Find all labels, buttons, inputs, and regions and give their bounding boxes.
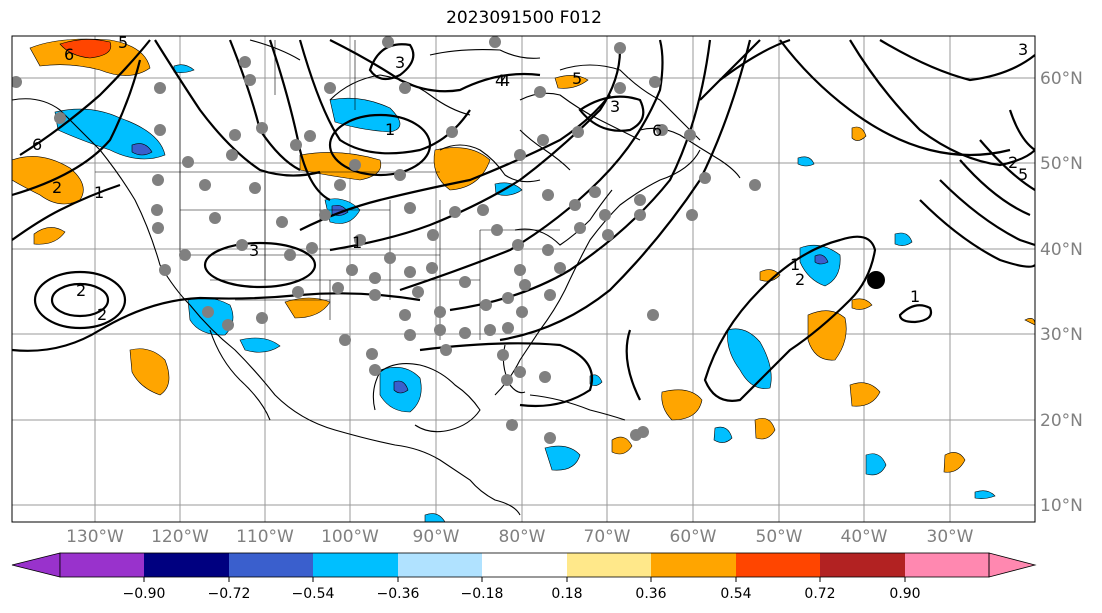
colorbar-segment (905, 553, 989, 577)
colorbar-frame (59, 552, 990, 578)
colorbar-segment (398, 553, 482, 577)
contour-label: 4 (495, 71, 505, 90)
contour-label: 3 (395, 53, 405, 72)
colorbar-segment (482, 553, 567, 577)
contour-label: 2 (52, 178, 62, 197)
contour-labels: 6 5 4 3 2 1 6 3 2 1 2 3 1 2 4 5 3 6 5 2 … (32, 33, 1028, 324)
contour-label: 1 (910, 287, 920, 306)
contour-label: 3 (249, 241, 259, 260)
contour-label: 5 (118, 33, 128, 52)
colorbar-segment (736, 553, 820, 577)
lon-label-90w: 90°W (413, 527, 460, 547)
colorbar-tick-label: 0.54 (720, 586, 751, 602)
colorbar-segment (60, 553, 144, 577)
contour-label: 6 (32, 135, 42, 154)
colorbar-segment (567, 553, 651, 577)
colorbar-tick-label: −0.90 (123, 586, 166, 602)
map-title: 2023091500 F012 (446, 8, 602, 28)
lon-label-30w: 30°W (927, 527, 974, 547)
lon-label-60w: 60°W (670, 527, 717, 547)
contour-label: 4 (500, 71, 510, 90)
contour-label: 5 (1018, 165, 1028, 184)
contour-label: 1 (790, 255, 800, 274)
negative-shading (54, 64, 996, 522)
lon-label-70w: 70°W (584, 527, 631, 547)
contour-label: 1 (352, 233, 362, 252)
lat-label-50n: 50°N (1040, 154, 1083, 174)
lon-label-130w: 130°W (66, 527, 124, 547)
contour-label: 3 (1018, 40, 1028, 59)
lat-label-60n: 60°N (1040, 69, 1083, 89)
map-frame (11, 35, 1036, 523)
colorbar-segment (229, 553, 313, 577)
colorbar-tick-label: −0.54 (292, 586, 335, 602)
colorbar-segment (651, 553, 736, 577)
lon-label-40w: 40°W (841, 527, 888, 547)
latitude-labels: 60°N 50°N 40°N 30°N 20°N 10°N (1040, 69, 1083, 516)
colorbar-tick-label: −0.18 (461, 586, 504, 602)
colorbar-tick-label: 0.18 (551, 586, 582, 602)
contour-label: 2 (795, 270, 805, 289)
contour-label: 2 (97, 305, 107, 324)
colorbar-tick-label: −0.72 (208, 586, 251, 602)
colorbar-segment (313, 553, 398, 577)
colorbar-min-extension (11, 552, 61, 578)
colorbar-tick-label: 0.72 (804, 586, 835, 602)
lon-label-100w: 100°W (321, 527, 379, 547)
lon-label-50w: 50°W (756, 527, 803, 547)
contour-label: 6 (64, 45, 74, 64)
contour-label: 6 (652, 121, 662, 140)
station-dots (12, 36, 761, 444)
contour-label: 2 (1008, 153, 1018, 172)
lat-label-40n: 40°N (1040, 240, 1083, 260)
lon-label-110w: 110°W (236, 527, 294, 547)
longitude-labels: 130°W 120°W 110°W 100°W 90°W 80°W 70°W 6… (66, 527, 974, 547)
contour-label: 5 (572, 69, 582, 88)
storm-center-marker (867, 271, 885, 289)
contour-label: 2 (76, 281, 86, 300)
colorbar-tick-label: 0.90 (889, 586, 920, 602)
contour-label: 1 (94, 183, 104, 202)
lon-label-80w: 80°W (499, 527, 546, 547)
lat-label-20n: 20°N (1040, 411, 1083, 431)
lon-label-120w: 120°W (151, 527, 209, 547)
colorbar-tick-label: 0.36 (635, 586, 666, 602)
contour-label: 1 (385, 120, 395, 139)
lat-label-30n: 30°N (1040, 325, 1083, 345)
colorbar-segment (820, 553, 905, 577)
colorbar: −0.90 −0.72 −0.54 −0.36 −0.18 0.18 0.36 … (11, 552, 1037, 602)
colorbar-tick-label: −0.36 (377, 586, 420, 602)
contour-label: 3 (610, 97, 620, 116)
graticule (12, 36, 1035, 522)
colorbar-max-extension (988, 552, 1037, 578)
colorbar-segment (144, 553, 229, 577)
lat-label-10n: 10°N (1040, 496, 1083, 516)
